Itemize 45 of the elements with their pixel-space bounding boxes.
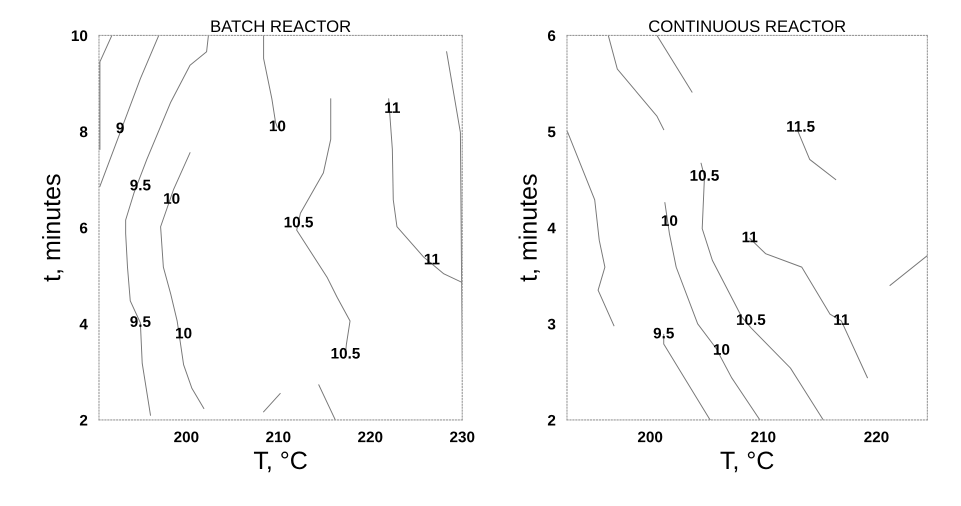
y-axis-title: t, minutes (518, 174, 540, 282)
annotation: 11 (385, 102, 400, 113)
annotation: 10 (270, 120, 286, 132)
annotation: 10.5 (284, 216, 313, 228)
annotation: 11 (742, 232, 758, 242)
x-tick-label: 230 (450, 431, 474, 442)
line-series (608, 35, 664, 130)
x-tick-label: 200 (638, 431, 662, 442)
y-tick-label: 6 (80, 222, 88, 234)
annotation: 10 (714, 344, 730, 355)
annotation: 10.5 (736, 314, 766, 326)
annotation: 10.5 (332, 348, 360, 359)
x-tick-label: 210 (751, 431, 776, 442)
x-tick-label: 220 (864, 431, 889, 442)
annotation: 9.5 (130, 316, 151, 327)
annotation: 11 (424, 254, 440, 264)
annotation: 10 (662, 215, 678, 226)
x-tick-label: 200 (174, 431, 198, 442)
annotation: 9.5 (130, 180, 151, 190)
y-tick-label: 8 (80, 126, 88, 138)
x-tick-label: 210 (266, 431, 290, 442)
x-axis-title: T, °C (254, 452, 307, 472)
y-tick-label: 6 (548, 30, 556, 42)
annotation: 10 (176, 328, 192, 339)
y-tick-label: 5 (548, 126, 556, 138)
annotation: 9 (116, 122, 124, 134)
y-tick-label: 2 (548, 414, 556, 426)
line-series (566, 130, 614, 326)
y-axis-title: t, minutes (42, 174, 64, 282)
x-axis-title: T, °C (720, 452, 774, 472)
y-tick-label: 3 (548, 318, 556, 330)
x-tick-label: 220 (358, 431, 382, 442)
annotation: 10 (164, 193, 180, 204)
annotation: 10.5 (690, 170, 719, 181)
chart-title: BATCH REACTOR (211, 20, 350, 32)
annotation: 9.5 (654, 328, 674, 339)
annotation: 11 (834, 314, 850, 325)
y-tick-label: 4 (548, 222, 556, 234)
y-tick-label: 10 (72, 30, 88, 42)
y-tick-label: 4 (80, 318, 88, 330)
line-series (160, 152, 204, 409)
y-tick-label: 2 (80, 414, 88, 426)
annotation: 11.5 (787, 121, 815, 132)
chart-title: CONTINUOUS REACTOR (649, 20, 846, 32)
line-series (125, 35, 209, 416)
